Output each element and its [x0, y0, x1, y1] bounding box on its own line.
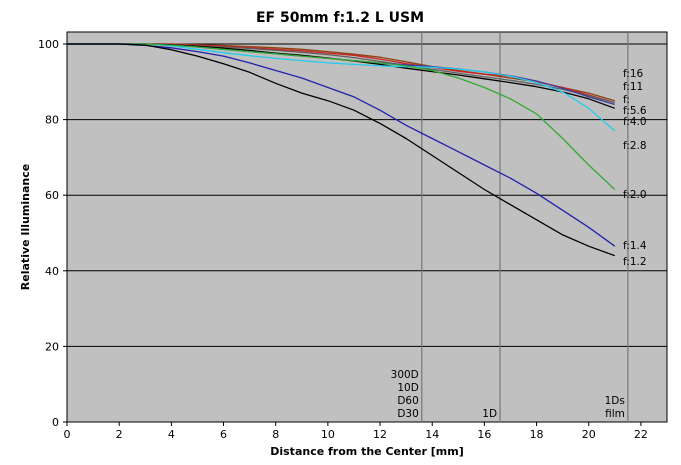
- y-tick-labels: 0 20 40 60 80 100: [38, 38, 67, 429]
- sensor-marker-label: D30: [397, 408, 418, 420]
- x-tick-label: 0: [64, 428, 71, 441]
- sensor-marker-label: 300D: [391, 369, 419, 381]
- series-label: f:1.2: [623, 256, 647, 268]
- x-tick-labels: 0 2 4 6 8 10 12 14 16 18 20 22: [64, 422, 648, 441]
- x-tick-label: 6: [220, 428, 227, 441]
- series-lines: [67, 43, 616, 257]
- series-labels: f:16f:11f:f:5.6f:4.0 f:2.8 f:2.0 f:1.4 f:1.2: [623, 68, 647, 268]
- sensor-marker-label: film: [605, 408, 625, 420]
- x-tick-label: 12: [373, 428, 387, 441]
- series-line-f20: [67, 43, 616, 190]
- x-tick-label: 14: [425, 428, 439, 441]
- x-tick-label: 10: [321, 428, 335, 441]
- x-tick-label: 2: [116, 428, 123, 441]
- x-axis-label: Distance from the Center [mm]: [270, 445, 464, 458]
- x-tick-label: 20: [582, 428, 596, 441]
- y-tick-label: 60: [45, 189, 59, 202]
- series-line-f12: [67, 43, 616, 257]
- series-label: f:2.8: [623, 140, 647, 152]
- sensor-marker-label: D60: [397, 395, 418, 407]
- sensor-marker-label: 1Ds: [605, 395, 625, 407]
- chart-title: EF 50mm f:1.2 L USM: [256, 10, 424, 26]
- x-tick-label: 16: [477, 428, 491, 441]
- sensor-marker-label: 1D: [482, 408, 497, 420]
- y-axis-label: Relative Illuminance: [19, 164, 32, 290]
- x-tick-label: 22: [634, 428, 648, 441]
- x-tick-label: 4: [168, 428, 175, 441]
- series-label: f:2.0: [623, 189, 647, 201]
- plot-area: [66, 31, 668, 423]
- series-label: f:11: [623, 81, 643, 93]
- series-label: f:5.6: [623, 105, 647, 117]
- series-label: f:1.4: [623, 240, 647, 252]
- series-label: f:4.0: [623, 116, 647, 128]
- x-tick-label: 8: [272, 428, 279, 441]
- x-tick-label: 18: [530, 428, 544, 441]
- y-tick-label: 80: [45, 114, 59, 127]
- y-tick-label: 100: [38, 38, 59, 51]
- sensor-marker-label: 10D: [397, 382, 418, 394]
- series-label: f:: [623, 94, 630, 106]
- y-tick-label: 40: [45, 265, 59, 278]
- series-line-f14: [67, 43, 616, 247]
- series-label: f:16: [623, 68, 644, 80]
- y-tick-label: 20: [45, 340, 59, 353]
- y-tick-label: 0: [52, 416, 59, 429]
